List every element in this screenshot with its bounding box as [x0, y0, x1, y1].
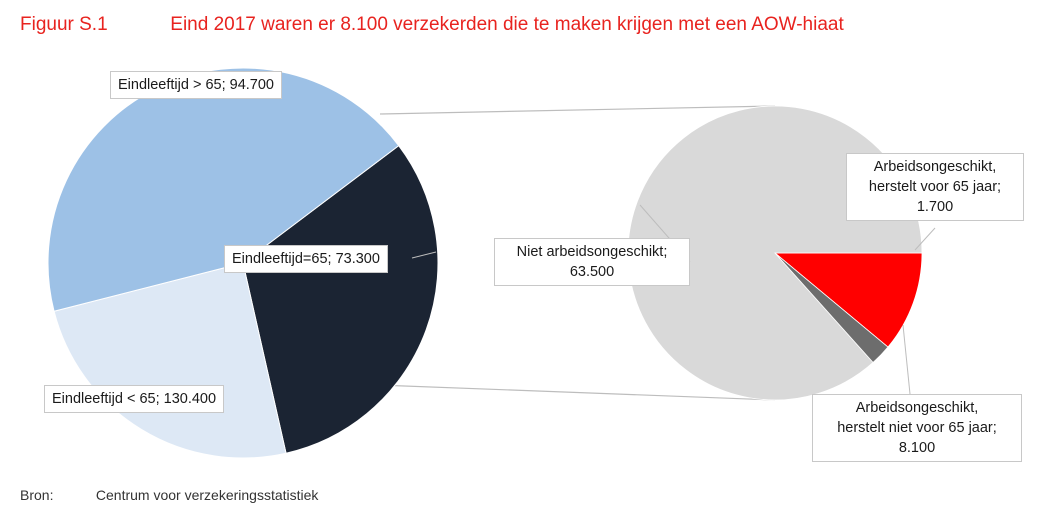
source-text: Centrum voor verzekeringsstatistiek: [95, 487, 319, 503]
slice-herstelt-voor-65: [774, 252, 889, 364]
main-pie: [47, 67, 439, 459]
slice-label-herstelt-niet-voor-65: Arbeidsongeschikt, herstelt niet voor 65…: [812, 394, 1022, 462]
figure-label: Figuur S.1: [20, 14, 108, 35]
slice-label-eindleeftijd-65: Eindleeftijd=65; 73.300: [224, 245, 388, 273]
slice-eindleeftijd-65: [53, 262, 287, 459]
pie-of-pie-chart: [47, 67, 936, 459]
connector-line-bottom: [377, 384, 776, 401]
figure-header: Figuur S.1 Eind 2017 waren er 8.100 verz…: [20, 14, 844, 36]
source-label: Bron:: [20, 487, 54, 503]
leader-herstelt-niet-voor-65: [902, 324, 911, 395]
source-note: Bron: Centrum voor verzekeringsstatistie…: [20, 487, 318, 503]
slice-herstelt-niet-voor-65: [773, 252, 923, 348]
slice-label-eindleeftijd-over-65: Eindleeftijd > 65; 94.700: [110, 71, 282, 99]
leader-eindleeftijd-65: [411, 251, 437, 259]
slice-label-eindleeftijd-under-65: Eindleeftijd < 65; 130.400: [44, 385, 225, 413]
chart-title: Eind 2017 waren er 8.100 verzekerden die…: [170, 14, 844, 35]
connector-lines: [377, 105, 776, 401]
slice-label-niet-arbeidsongeschikt: Niet arbeidsongeschikt; 63.500: [494, 238, 690, 286]
slice-label-herstelt-voor-65: Arbeidsongeschikt, herstelt voor 65 jaar…: [846, 153, 1024, 221]
leader-herstelt-voor-65: [914, 227, 936, 251]
slice-eindleeftijd-over-65: [242, 144, 439, 454]
connector-line-top: [379, 105, 776, 115]
